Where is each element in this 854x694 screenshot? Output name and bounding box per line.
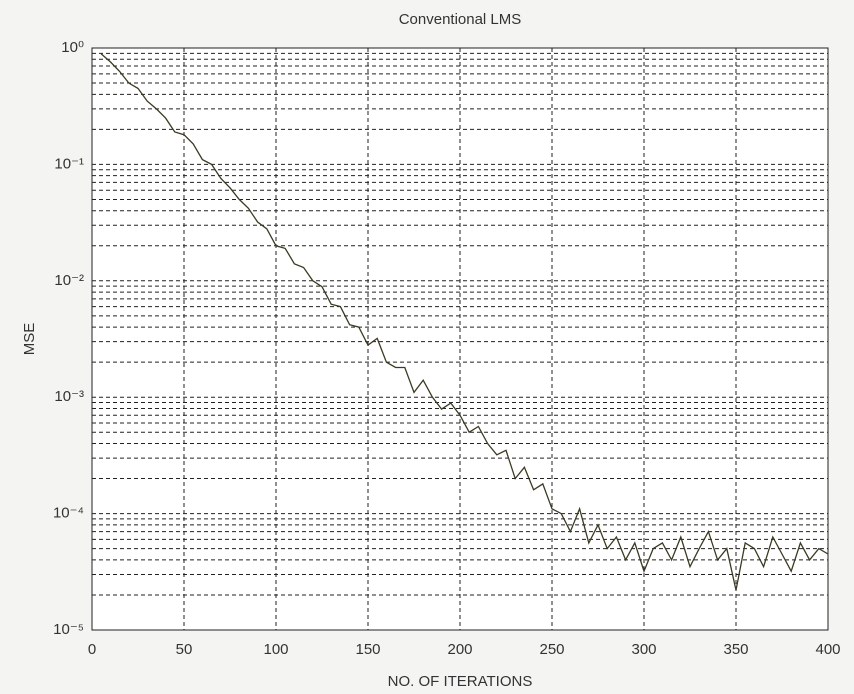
y-tick-label: 10⁻⁵ (53, 621, 84, 638)
y-tick-label: 10⁻² (54, 272, 84, 289)
plot-frame (91, 47, 829, 631)
y-tick-label: 10⁻⁴ (53, 505, 84, 522)
x-tick-label: 50 (176, 641, 193, 658)
y-tick-label: 10⁰ (61, 39, 84, 56)
chart-title: Conventional LMS (399, 11, 522, 28)
x-axis-label: NO. OF ITERATIONS (388, 673, 533, 690)
x-tick-label: 150 (355, 641, 380, 658)
x-tick-label: 400 (815, 641, 840, 658)
x-tick-label: 0 (88, 641, 96, 658)
x-tick-label: 350 (723, 641, 748, 658)
x-tick-label: 100 (263, 641, 288, 658)
data-line (100, 53, 829, 591)
y-tick-label: 10⁻¹ (54, 155, 84, 172)
x-tick-label: 200 (447, 641, 472, 658)
x-tick-label: 250 (539, 641, 564, 658)
x-tick-label: 300 (631, 641, 656, 658)
y-axis-label: MSE (21, 323, 38, 356)
y-tick-label: 10⁻³ (54, 388, 84, 405)
